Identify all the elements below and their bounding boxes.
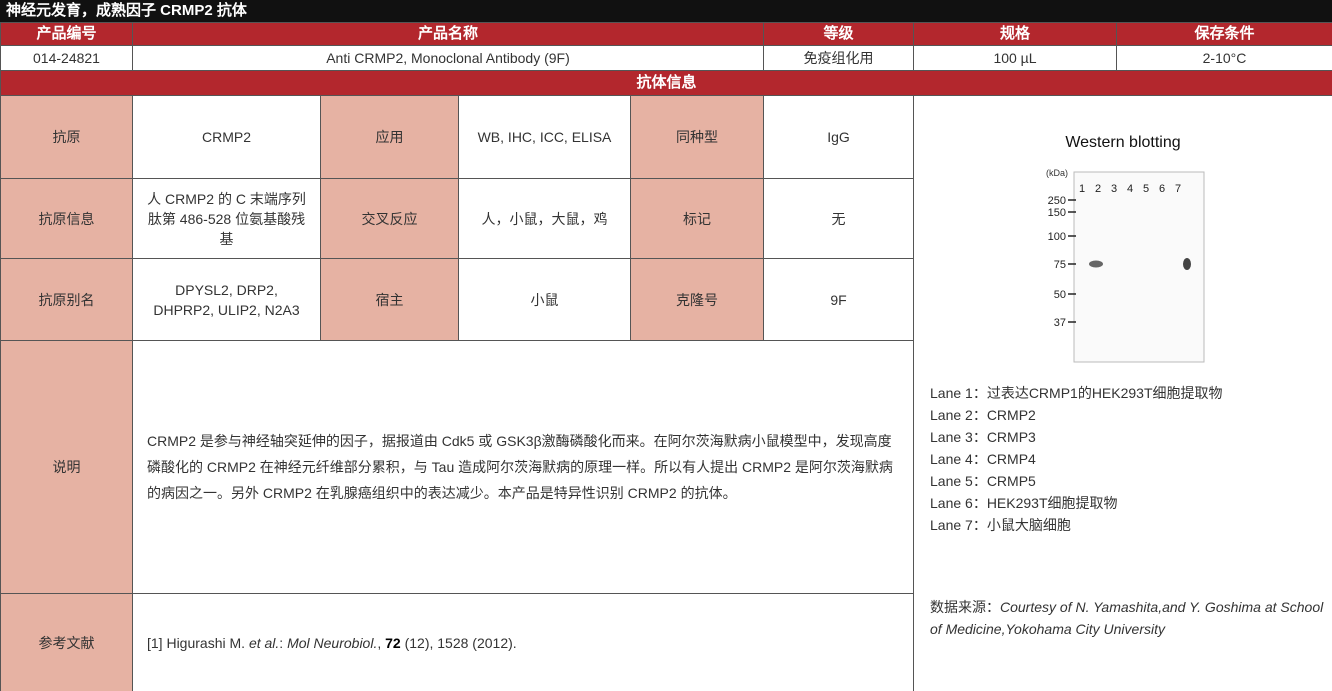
info-value: 人 CRMP2 的 C 末端序列肽第 486-528 位氨基酸残基	[133, 179, 320, 258]
source-text: Courtesy of N. Yamashita,and Y. Goshima …	[930, 599, 1324, 637]
info-value: DPYSL2, DRP2, DHPRP2, ULIP2, N2A3	[133, 259, 320, 340]
header-cell: 等级	[764, 23, 913, 45]
reference-part: 72	[385, 635, 401, 651]
header-cell: 保存条件	[1117, 23, 1332, 45]
marker-label: 250	[1048, 195, 1066, 207]
legend-item: Lane 6：HEK293T细胞提取物	[930, 495, 1118, 511]
legend-item: Lane 7：小鼠大脑细胞	[930, 517, 1071, 533]
marker-label: 150	[1048, 207, 1066, 219]
info-label: 克隆号	[631, 259, 763, 340]
lane-label: 7	[1175, 183, 1181, 195]
legend-item: Lane 1：过表达CRMP1的HEK293T细胞提取物	[930, 385, 1223, 401]
header-cell: 产品名称	[133, 23, 763, 45]
lane-label: 1	[1079, 183, 1085, 195]
description-text: CRMP2 是参与神经轴突延伸的因子，据报道由 Cdk5 或 GSK3β激酶磷酸…	[133, 341, 913, 593]
info-label: 抗原别名	[1, 259, 132, 340]
marker-label: 37	[1054, 317, 1066, 329]
info-value: CRMP2	[133, 96, 320, 178]
blot-band	[1183, 258, 1191, 270]
marker-label: 100	[1048, 231, 1066, 243]
info-label: 标记	[631, 179, 763, 258]
lane-label: 6	[1159, 183, 1165, 195]
header-cell: 产品编号	[1, 23, 132, 45]
product-cell: 2-10°C	[1117, 46, 1332, 70]
reference-part: ,	[377, 635, 386, 651]
info-label: 抗原	[1, 96, 132, 178]
legend-item: Lane 2：CRMP2	[930, 407, 1036, 423]
lane-label: 3	[1111, 183, 1117, 195]
lane-legend: Lane 1：过表达CRMP1的HEK293T细胞提取物 Lane 2：CRMP2…	[930, 382, 1223, 536]
info-label: 宿主	[321, 259, 458, 340]
lane-label: 4	[1127, 183, 1133, 195]
reference-text: [1] Higurashi M. et al.: Mol Neurobiol.,…	[133, 594, 913, 691]
info-value: WB, IHC, ICC, ELISA	[459, 96, 630, 178]
reference-part: (12), 1528 (2012).	[400, 635, 517, 651]
info-value: 无	[764, 179, 913, 258]
info-label: 抗原信息	[1, 179, 132, 258]
figure-panel: Western blotting (kDa) 250 150 100 75 50 37 1 2 3…	[914, 96, 1332, 691]
source-note: 数据来源：Courtesy of N. Yamashita,and Y. Gos…	[930, 596, 1325, 640]
page-title: 神经元发育，成熟因子 CRMP2 抗体	[0, 0, 1332, 22]
source-label: 数据来源：	[930, 599, 1000, 615]
product-cell: Anti CRMP2, Monoclonal Antibody (9F)	[133, 46, 763, 70]
info-label: 参考文献	[1, 594, 132, 691]
info-value: 小鼠	[459, 259, 630, 340]
blot-band	[1089, 260, 1103, 268]
header-cell: 规格	[914, 23, 1116, 45]
legend-item: Lane 5：CRMP5	[930, 473, 1036, 489]
info-label: 应用	[321, 96, 458, 178]
section-title: 抗体信息	[1, 71, 1332, 95]
marker-label: 50	[1054, 289, 1066, 301]
product-cell: 免疫组化用	[764, 46, 913, 70]
info-value: 9F	[764, 259, 913, 340]
unit-label: (kDa)	[1046, 168, 1068, 178]
product-cell: 014-24821	[1, 46, 132, 70]
reference-part: et al.	[248, 635, 280, 651]
reference-part: :	[279, 635, 288, 651]
info-label: 交叉反应	[321, 179, 458, 258]
marker-label: 75	[1054, 259, 1066, 271]
legend-item: Lane 4：CRMP4	[930, 451, 1036, 467]
reference-part: [1] Higurashi M.	[147, 635, 249, 651]
product-cell: 100 µL	[914, 46, 1116, 70]
lane-label: 5	[1143, 183, 1149, 195]
info-value: 人，小鼠，大鼠，鸡	[459, 179, 630, 258]
reference-part: Mol Neurobiol.	[287, 635, 378, 651]
figure-title: Western blotting	[1065, 134, 1181, 151]
lane-label: 2	[1095, 183, 1101, 195]
info-label: 同种型	[631, 96, 763, 178]
info-label: 说明	[1, 341, 132, 593]
info-value: IgG	[764, 96, 913, 178]
legend-item: Lane 3：CRMP3	[930, 429, 1036, 445]
